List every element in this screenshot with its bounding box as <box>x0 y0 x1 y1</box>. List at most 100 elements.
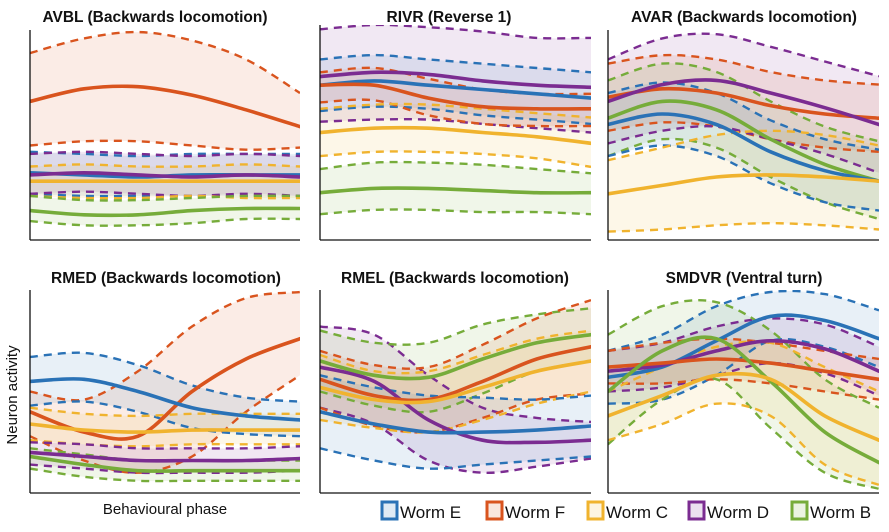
band-worm-b <box>608 300 879 489</box>
lower-bound-worm-c <box>608 221 879 233</box>
legend-item-worm-f: Worm F <box>485 500 565 522</box>
lower-bound-worm-f <box>320 392 591 434</box>
lower-bound-worm-d <box>30 190 300 198</box>
mean-line-worm-b <box>608 335 879 465</box>
band-worm-b <box>320 308 591 413</box>
x-axis-label: Behavioural phase <box>103 501 227 518</box>
upper-bound-worm-e <box>320 53 591 74</box>
panel-title: RMEL (Backwards locomotion) <box>341 270 569 287</box>
lower-bound-worm-e <box>30 192 300 198</box>
y-axis-label: Neuron activity <box>4 345 21 445</box>
lower-bound-worm-c <box>30 194 300 200</box>
legend-swatch <box>790 500 809 521</box>
mean-line-worm-c <box>608 173 879 196</box>
legend-swatch <box>687 500 706 521</box>
lower-bound-worm-b <box>320 208 591 216</box>
upper-bound-worm-d <box>30 441 300 450</box>
band-worm-c <box>320 104 591 167</box>
mean-line-worm-b <box>320 332 591 381</box>
legend-label: Worm F <box>505 503 565 522</box>
lower-bound-worm-d <box>30 463 300 475</box>
mean-line-worm-e <box>608 313 879 380</box>
upper-bound-worm-c <box>320 102 591 119</box>
legend-item-worm-b: Worm B <box>790 500 871 522</box>
mean-line-worm-b <box>320 186 591 195</box>
mean-line-worm-c <box>30 422 300 434</box>
mean-line-worm-d <box>30 450 300 463</box>
upper-bound-worm-b <box>320 160 591 175</box>
plot-area <box>608 32 879 233</box>
band-worm-c <box>320 330 591 433</box>
upper-bound-worm-c <box>608 340 879 393</box>
plot-area <box>320 298 591 475</box>
upper-bound-worm-c <box>30 406 300 418</box>
panel-5: SMDVR (Ventral turn) <box>607 270 879 494</box>
lower-bound-worm-d <box>608 125 879 174</box>
upper-bound-worm-d <box>30 150 300 158</box>
band-worm-b <box>30 195 300 226</box>
legend-swatch <box>586 500 605 521</box>
mean-line-worm-d <box>608 78 879 127</box>
panel-title: RMED (Backwards locomotion) <box>51 270 281 287</box>
mean-line-worm-e <box>320 410 591 435</box>
band-worm-f <box>608 338 879 400</box>
mean-line-worm-f <box>608 357 879 382</box>
upper-bound-worm-f <box>30 30 300 95</box>
mean-line-worm-f <box>320 82 591 111</box>
lower-bound-worm-c <box>320 390 591 434</box>
plot-area <box>30 30 300 227</box>
upper-bound-worm-e <box>30 150 300 158</box>
panel-3: RMED (Backwards locomotion) <box>29 270 300 494</box>
lower-bound-worm-e <box>608 144 879 212</box>
mean-line-worm-b <box>30 454 300 473</box>
mean-line-worm-c <box>608 371 879 442</box>
panel-4: RMEL (Backwards locomotion) <box>319 270 591 494</box>
mean-line-worm-d <box>320 70 591 90</box>
panels: AVBL (Backwards locomotion) RIVR (Reverse… <box>29 9 879 494</box>
lower-bound-worm-c <box>608 402 879 487</box>
upper-bound-worm-f <box>608 337 879 361</box>
upper-bound-worm-e <box>30 351 300 403</box>
upper-bound-worm-c <box>320 329 591 375</box>
upper-bound-worm-b <box>30 447 300 463</box>
panel-2: AVAR (Backwards locomotion) <box>607 9 879 241</box>
mean-line-worm-e <box>30 377 300 422</box>
lower-bound-worm-f <box>608 378 879 401</box>
upper-bound-worm-c <box>30 163 300 168</box>
band-worm-f <box>608 55 879 152</box>
legend-label: Worm E <box>400 503 461 522</box>
mean-line-worm-f <box>30 84 300 129</box>
mean-line-worm-b <box>608 99 879 183</box>
lower-bound-worm-e <box>30 400 300 438</box>
lower-bound-worm-c <box>320 150 591 169</box>
lower-bound-worm-e <box>320 447 591 470</box>
legend-swatch <box>485 500 504 521</box>
band-worm-c <box>608 341 879 485</box>
legend: Worm E Worm F Worm C Worm D Worm B <box>380 500 871 522</box>
upper-bound-worm-e <box>608 81 879 151</box>
band-worm-d <box>320 326 591 473</box>
upper-bound-worm-b <box>30 194 300 202</box>
mean-line-worm-c <box>320 125 591 146</box>
upper-bound-worm-b <box>320 307 591 346</box>
plot-area <box>30 290 300 483</box>
panel-title: RIVR (Reverse 1) <box>387 9 512 26</box>
legend-label: Worm D <box>707 503 769 522</box>
lower-bound-worm-b <box>608 137 879 221</box>
legend-item-worm-e: Worm E <box>380 500 461 522</box>
lower-bound-worm-d <box>608 361 879 397</box>
lower-bound-worm-b <box>30 467 300 483</box>
legend-swatch <box>380 500 399 521</box>
legend-item-worm-d: Worm D <box>687 500 769 522</box>
mean-line-worm-e <box>608 112 879 183</box>
band-worm-c <box>608 130 879 232</box>
mean-line-worm-f <box>608 86 879 120</box>
legend-item-worm-c: Worm C <box>586 500 668 522</box>
panel-1: RIVR (Reverse 1) <box>319 9 591 241</box>
lower-bound-worm-b <box>30 217 300 227</box>
mean-line-worm-b <box>30 206 300 218</box>
plot-area <box>320 25 591 216</box>
plot-area <box>608 290 879 491</box>
panel-0: AVBL (Backwards locomotion) <box>29 9 300 241</box>
